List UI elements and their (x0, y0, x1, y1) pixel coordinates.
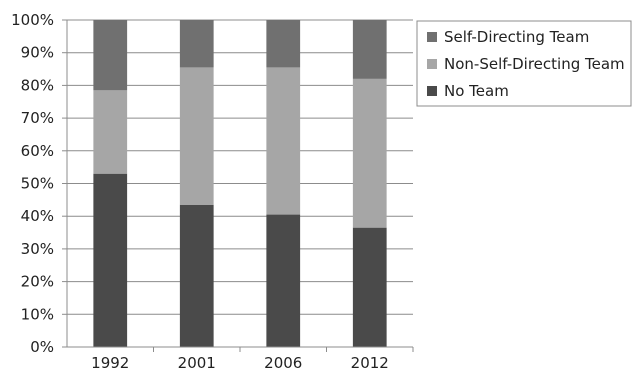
legend-label: Self-Directing Team (444, 28, 589, 46)
bar-segment (352, 20, 387, 79)
y-tick-label: 90% (21, 44, 54, 62)
bar-segment (179, 20, 214, 68)
y-tick-label: 60% (21, 142, 54, 160)
x-tick-label: 1992 (91, 354, 129, 372)
y-tick-label: 40% (21, 207, 54, 225)
y-tick-label: 100% (11, 11, 54, 29)
y-tick-label: 10% (21, 305, 54, 323)
bar-segment (93, 20, 128, 91)
legend-label: Non-Self-Directing Team (444, 55, 625, 73)
x-tick-label: 2006 (264, 354, 302, 372)
axes (62, 19, 414, 352)
x-tick-label: 2001 (178, 354, 216, 372)
y-tick-label: 20% (21, 273, 54, 291)
x-tick-label: 2012 (351, 354, 389, 372)
bar-segment (93, 173, 128, 347)
y-tick-label: 80% (21, 76, 54, 94)
y-tick-label: 50% (21, 175, 54, 193)
x-tick-labels: 1992 2001 2006 2012 (91, 354, 389, 372)
y-tick-label: 30% (21, 240, 54, 258)
bar-segment (266, 214, 301, 347)
bar-segment (179, 67, 214, 205)
bar-segment (179, 204, 214, 347)
legend-label: No Team (444, 82, 509, 100)
y-tick-label: 0% (30, 338, 54, 356)
legend: Self-Directing Team Non-Self-Directing Te… (416, 20, 632, 107)
legend-box (416, 20, 632, 107)
bar-segment (352, 78, 387, 228)
bar-segment (266, 20, 301, 68)
legend-swatch (427, 86, 437, 96)
bar-segment (93, 90, 128, 174)
bars (93, 20, 387, 347)
bar-segment (266, 67, 301, 215)
legend-swatch (427, 59, 437, 69)
y-tick-labels: 0% 10% 20% 30% 40% 50% 60% 70% 80% 90% 100% (11, 11, 54, 356)
bar-segment (352, 227, 387, 347)
legend-swatch (427, 32, 437, 42)
y-tick-label: 70% (21, 109, 54, 127)
